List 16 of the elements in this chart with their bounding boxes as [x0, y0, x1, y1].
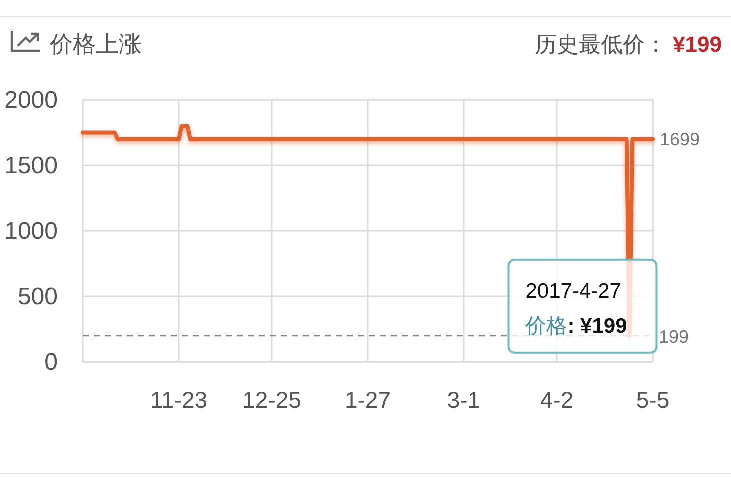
- y-tick-label: 1500: [4, 152, 58, 180]
- data-label: 1699: [660, 129, 700, 150]
- y-tick-label: 1000: [4, 218, 58, 245]
- y-tick-label: 0: [44, 349, 58, 376]
- x-tick-label: 11-23: [150, 387, 208, 413]
- x-tick-label: 5-5: [636, 387, 670, 413]
- ref-line-label: 199: [659, 326, 690, 347]
- x-tick-label: 1-27: [344, 387, 392, 413]
- x-tick-label: 4-2: [540, 387, 574, 413]
- x-tick-label: 12-25: [242, 387, 302, 413]
- y-tick-label: 500: [18, 284, 58, 310]
- chart-title: 价格上涨: [49, 31, 142, 57]
- x-tick-label: 3-1: [447, 387, 481, 413]
- annotation: 2017-4-27 价格: ¥199: [524, 280, 628, 338]
- chart-subtitle: 历史最低价： ¥199: [534, 32, 722, 57]
- y-tick-label: 2000: [4, 87, 58, 114]
